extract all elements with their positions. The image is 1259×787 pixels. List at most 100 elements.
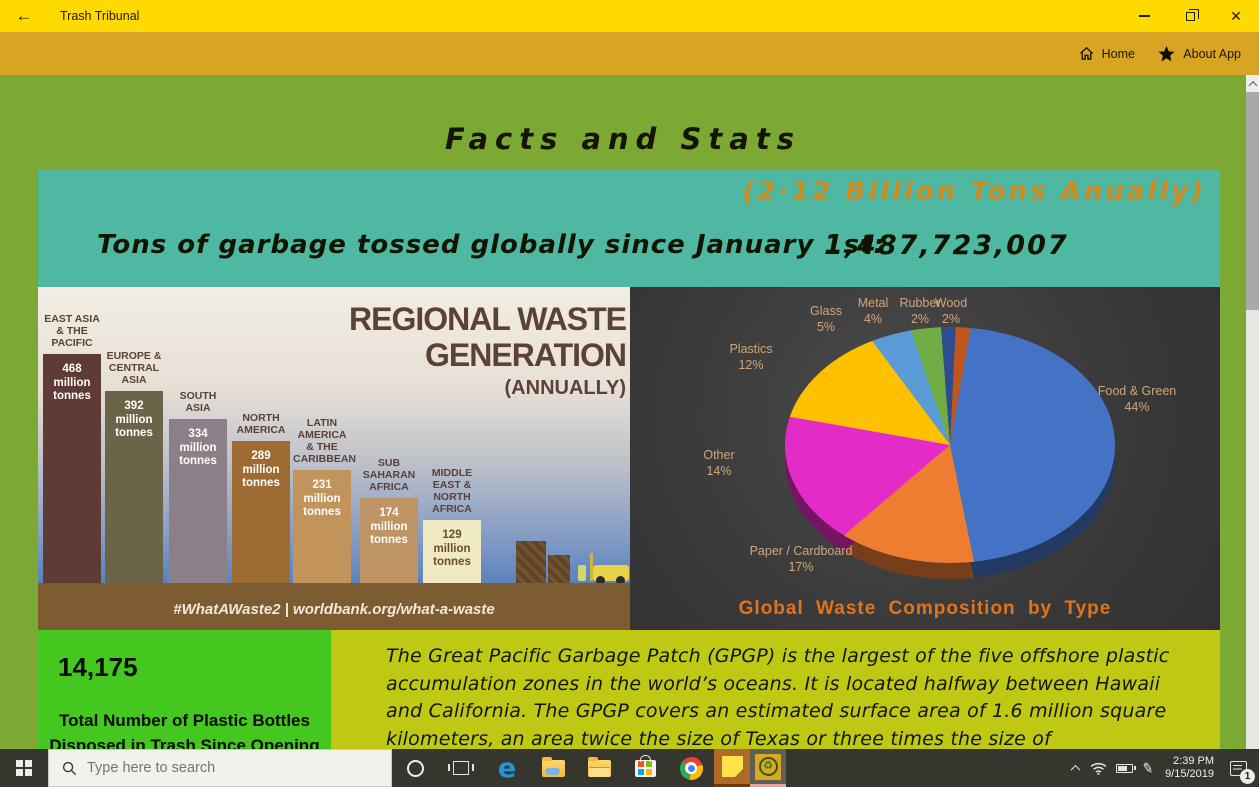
show-hidden-icons-button[interactable] [1070, 764, 1081, 775]
bar-value-label: 392 million tonnes [115, 400, 153, 439]
bar-value-label: 129 million tonnes [433, 529, 471, 568]
bar: 392 million tonnes [105, 391, 163, 583]
regional-title-subtitle: (ANNUALLY) [504, 377, 626, 399]
windows-taskbar: e ♻ ✎ 2:39 PM 9/15/2019 1 [0, 749, 1259, 787]
cortana-button[interactable] [392, 749, 438, 787]
bar-sub-saharan-africa: SUB SAHARAN AFRICA 174 million tonnes [360, 457, 418, 583]
regional-chart-title: REGIONAL WASTE GENERATION (ANNUALLY) [349, 301, 627, 403]
onedrive-button[interactable] [530, 749, 576, 787]
pie-label-rubber: Rubber 2% [899, 296, 941, 326]
scrollbar-thumb[interactable] [1246, 92, 1259, 310]
bar-north-america: NORTH AMERICA 289 million tonnes [232, 412, 290, 583]
search-icon [62, 761, 77, 776]
window-title: Trash Tribunal [60, 9, 140, 23]
scrollbar-up-button[interactable] [1246, 75, 1259, 92]
close-icon: ✕ [1230, 8, 1242, 24]
chrome-button[interactable] [668, 749, 714, 787]
plastic-bottles-stats-box: 14,175 Total Number of Plastic Bottles D… [38, 630, 331, 755]
counter-label: Tons of garbage tossed globally since Ja… [97, 230, 885, 260]
taskbar-search[interactable] [48, 749, 392, 787]
bar-region-label: SUB SAHARAN AFRICA [362, 457, 416, 493]
bar-value-label: 174 million tonnes [370, 507, 408, 546]
counter-value: 1,487,723,007 [824, 230, 1069, 261]
home-icon [1079, 46, 1094, 61]
infographic-footer-band [38, 583, 630, 630]
forklift-illustration [616, 576, 625, 585]
minimize-button[interactable] [1121, 0, 1167, 32]
nav-home-button[interactable]: Home [1079, 32, 1135, 75]
bar-region-label: LATIN AMERICA & THE CARIBBEAN [293, 417, 356, 465]
clock-time: 2:39 PM [1173, 754, 1214, 767]
file-explorer-icon [587, 756, 611, 777]
back-arrow-icon: ← [15, 6, 33, 25]
search-input[interactable] [87, 760, 357, 776]
action-center-button[interactable]: 1 [1225, 755, 1255, 784]
nav-about-button[interactable]: About App [1158, 32, 1241, 75]
bar-east-asia: EAST ASIA & THE PACIFIC 468 million tonn… [43, 313, 101, 583]
wifi-icon[interactable] [1090, 762, 1107, 775]
pie-label-wood: Wood 2% [934, 296, 968, 326]
battery-icon[interactable] [1116, 763, 1136, 773]
nav-about-label: About App [1183, 46, 1241, 61]
app-navbar: Home About App [0, 32, 1259, 75]
clock-date: 9/15/2019 [1165, 768, 1214, 780]
gpgp-paragraph: The Great Pacific Garbage Patch (GPGP) i… [386, 645, 1170, 750]
task-view-icon [448, 761, 474, 775]
forklift-illustration [596, 576, 605, 585]
bar-europe-central-asia: EUROPE & CENTRAL ASIA 392 million tonnes [105, 350, 163, 583]
bar-region-label: NORTH AMERICA [236, 412, 286, 436]
chrome-icon [679, 756, 703, 780]
chevron-up-icon [1248, 80, 1257, 90]
forklift-illustration [590, 553, 593, 581]
bar-south-asia: SOUTH ASIA 334 million tonnes [169, 390, 227, 583]
windows-ink-pen-icon[interactable]: ✎ [1141, 758, 1156, 777]
bar: 334 million tonnes [169, 419, 227, 583]
regional-title-line1: REGIONAL WASTE [349, 301, 627, 337]
minimize-icon [1138, 15, 1150, 17]
restore-button[interactable] [1167, 0, 1213, 32]
star-icon [1158, 45, 1175, 62]
page-title: Facts and Stats [445, 122, 801, 156]
pie-label-glass: Glass 5% [810, 304, 842, 334]
regional-title-line2: GENERATION [425, 337, 627, 373]
trash-pile-illustration [548, 555, 570, 583]
bar: 231 million tonnes [293, 470, 351, 583]
notification-icon [1229, 760, 1247, 776]
microsoft-store-button[interactable] [622, 749, 668, 787]
pie-label-metal: Metal 4% [857, 296, 889, 326]
pie [785, 327, 1115, 563]
taskbar-icons: e ♻ [392, 749, 786, 787]
sticky-notes-button[interactable] [714, 749, 750, 787]
trash-tribunal-app-button[interactable]: ♻ [750, 749, 786, 787]
edge-button[interactable]: e [484, 749, 530, 787]
bottle-count: 14,175 [58, 652, 138, 682]
start-button[interactable] [0, 749, 48, 787]
pie-label-paper-cardboard: Paper / Cardboard 17% [749, 544, 853, 574]
file-explorer-button[interactable] [576, 749, 622, 787]
system-tray: ✎ 2:39 PM 9/15/2019 1 [1070, 749, 1259, 787]
bar-region-label: EUROPE & CENTRAL ASIA [106, 350, 162, 386]
bar: 468 million tonnes [43, 354, 101, 583]
notification-badge: 1 [1240, 769, 1255, 784]
vertical-scrollbar[interactable] [1246, 75, 1259, 749]
trash-tribunal-app-icon: ♻ [755, 753, 781, 780]
task-view-button[interactable] [438, 749, 484, 787]
bottom-band: 14,175 Total Number of Plastic Bottles D… [38, 630, 1220, 755]
pie-label-other: Other 14% [703, 448, 735, 478]
waste-composition-infographic: Glass 5% Metal 4% Rubber 2% Wood 2% Plas… [630, 287, 1220, 630]
restore-icon [1185, 8, 1199, 21]
taskbar-clock[interactable]: 2:39 PM 9/15/2019 [1165, 755, 1214, 782]
bar: 129 million tonnes [423, 520, 481, 583]
regional-waste-infographic: REGIONAL WASTE GENERATION (ANNUALLY) EAS… [38, 287, 630, 630]
close-button[interactable]: ✕ [1213, 0, 1259, 32]
pie-label-plastics: Plastics 12% [729, 342, 773, 372]
bar-region-label: EAST ASIA & THE PACIFIC [44, 313, 100, 349]
bar-value-label: 468 million tonnes [53, 363, 91, 402]
back-button[interactable]: ← [0, 0, 48, 32]
annual-total-note: (2·12 Billion Tons Anually) [742, 177, 1206, 207]
bar-region-label: MIDDLE EAST & NORTH AFRICA [431, 467, 473, 515]
bar: 289 million tonnes [232, 441, 290, 583]
bar-value-label: 289 million tonnes [242, 450, 280, 489]
store-icon [634, 754, 656, 777]
